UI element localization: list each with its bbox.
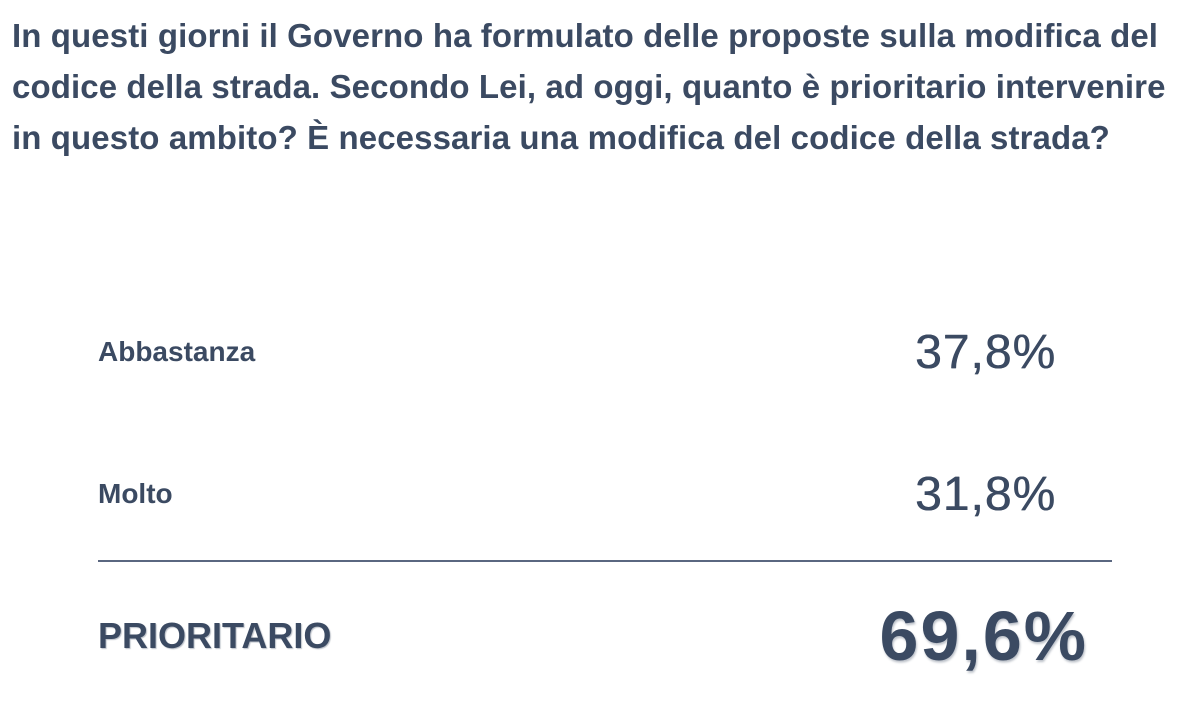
total-label: PRIORITARIO	[98, 615, 332, 656]
result-row-molto: Molto 31,8%	[98, 464, 1056, 524]
result-row-abbastanza: Abbastanza 37,8%	[98, 322, 1056, 382]
divider-line	[98, 560, 1112, 562]
result-value: 31,8%	[914, 467, 1056, 521]
result-label: Molto	[98, 478, 173, 509]
result-value: 37,8%	[914, 325, 1056, 379]
result-label: Abbastanza	[98, 336, 256, 367]
total-value: 69,6%	[879, 597, 1088, 675]
survey-question: In questi giorni il Governo ha formulato…	[12, 17, 1166, 156]
result-row-total: PRIORITARIO 69,6%	[98, 596, 1088, 676]
